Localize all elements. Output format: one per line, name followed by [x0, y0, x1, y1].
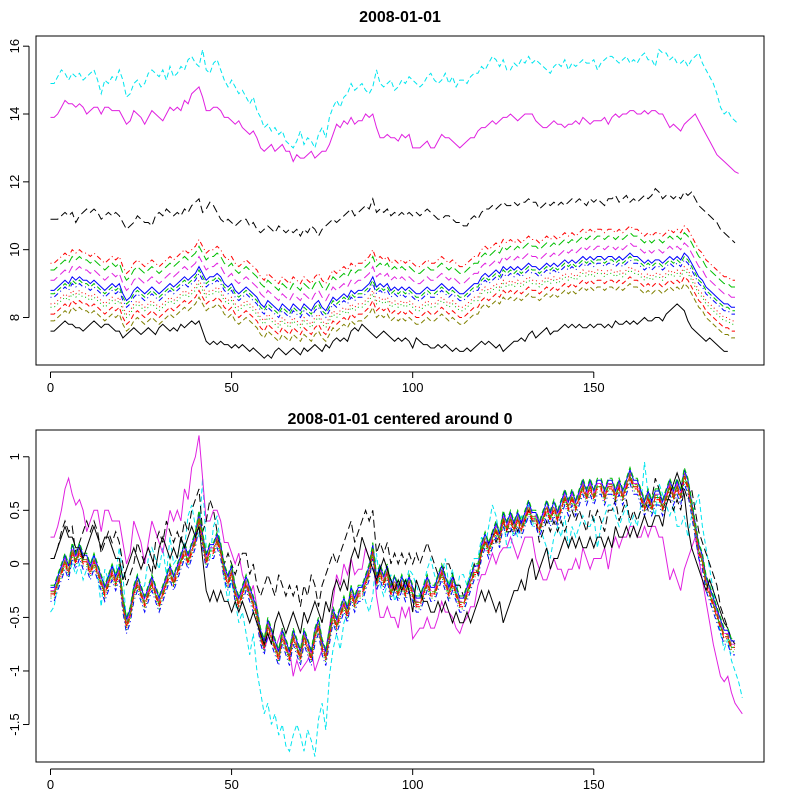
- top-panel: 2008-01-01 0 50 100 150 8 10 12 14 16: [7, 9, 765, 395]
- x-tick-label: 50: [224, 777, 238, 792]
- chart-title: 2008-01-01: [359, 9, 441, 26]
- series-line-0: [50, 48, 739, 150]
- series-line-13: [50, 471, 729, 646]
- series-line-7: [50, 255, 735, 315]
- y-tick-label: -0.5: [7, 606, 22, 628]
- series-line-10: [50, 478, 735, 663]
- series-line-2: [50, 187, 736, 244]
- x-tick-label: 50: [224, 380, 238, 395]
- y-tick-label: 14: [7, 107, 22, 121]
- y-tick-label: 0: [7, 560, 22, 567]
- series-line-11: [50, 474, 735, 659]
- x-tick-label: 0: [47, 777, 54, 792]
- x-tick-label: 100: [402, 380, 424, 395]
- series-line-0: [50, 462, 743, 757]
- series-line-4: [50, 231, 735, 292]
- y-tick-label: -1: [7, 665, 22, 677]
- y-tick-label: 1: [7, 453, 22, 460]
- series-line-1: [50, 435, 743, 715]
- x-tick-label: 150: [583, 777, 605, 792]
- series-line-6: [50, 252, 735, 312]
- x-tick-label: 0: [47, 380, 54, 395]
- chart-title: 2008-01-01 centered around 0: [288, 411, 513, 428]
- series-line-9: [50, 476, 735, 661]
- series-line-6: [50, 468, 735, 652]
- series-line-8: [50, 481, 735, 666]
- series-line-7: [50, 465, 735, 650]
- series-line-12: [50, 282, 735, 343]
- series-line-1: [50, 86, 739, 174]
- plot-frame: [35, 35, 765, 366]
- series-line-11: [50, 275, 735, 336]
- series-group: [50, 48, 739, 360]
- y-tick-label: 12: [7, 175, 22, 189]
- series-line-5: [50, 242, 735, 302]
- series-group: [50, 435, 743, 757]
- y-tick-label: 8: [7, 314, 22, 321]
- y-tick-label: 0.5: [7, 501, 22, 519]
- y-tick-label: 16: [7, 39, 22, 53]
- x-tick-label: 150: [583, 380, 605, 395]
- y-tick-label: -1.5: [7, 713, 22, 735]
- series-line-12: [50, 472, 735, 657]
- bottom-panel: 2008-01-01 centered around 0 0 50 100 150 -1.…: [7, 411, 765, 792]
- series-line-13: [50, 303, 728, 360]
- x-tick-label: 100: [402, 777, 424, 792]
- plot-frame: [35, 429, 765, 763]
- y-tick-label: 10: [7, 242, 22, 256]
- series-line-2: [50, 478, 736, 645]
